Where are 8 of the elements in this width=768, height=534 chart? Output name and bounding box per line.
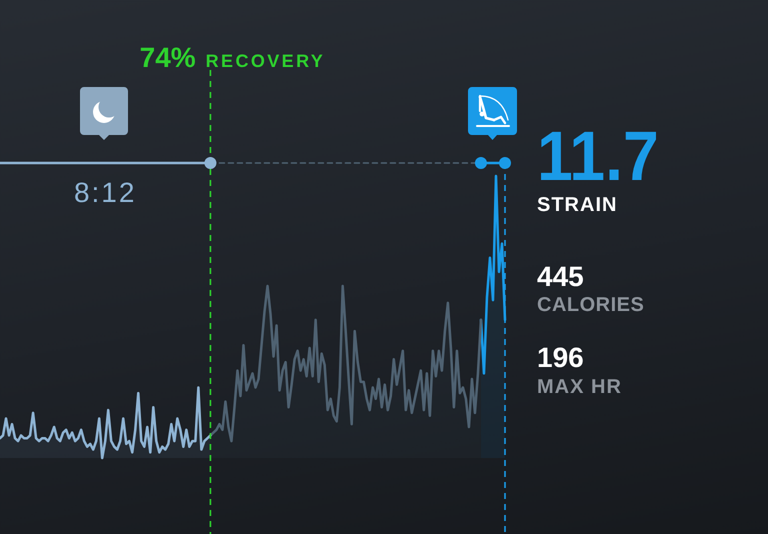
annotation: 8:12	[74, 177, 136, 208]
text: MAX HR	[537, 376, 622, 398]
text: CALORIES	[537, 294, 644, 316]
text: 74% RECOVERY	[140, 42, 326, 73]
text: 196	[537, 342, 584, 373]
text: 11.7	[537, 117, 659, 195]
text: STRAIN	[537, 194, 618, 216]
text: 445	[537, 261, 584, 292]
